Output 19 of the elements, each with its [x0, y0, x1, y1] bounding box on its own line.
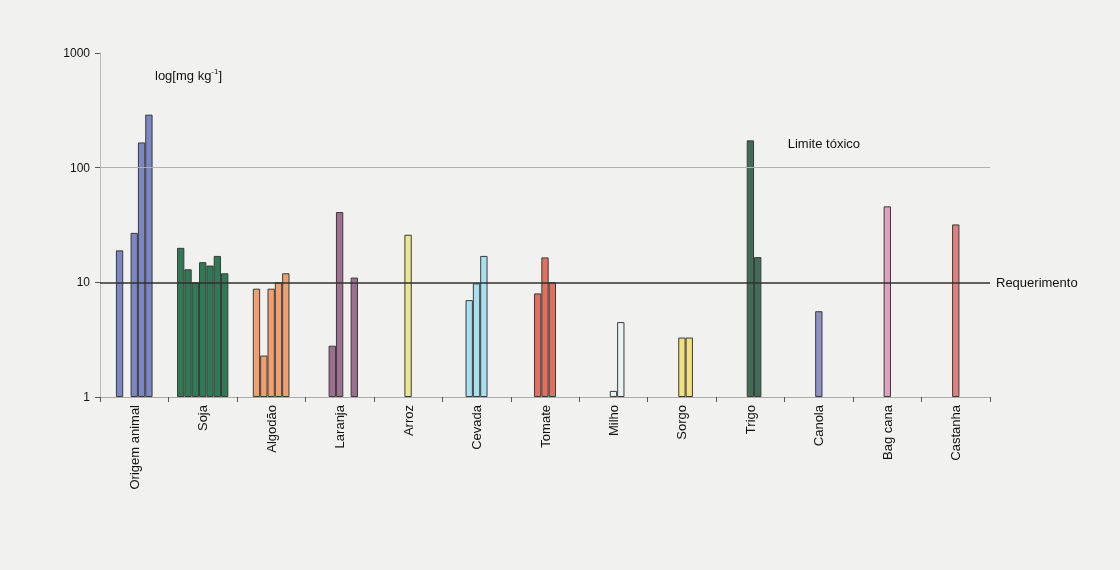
x-tick-label: Soja: [195, 404, 211, 432]
y-tick-label: 1: [83, 390, 91, 404]
x-tick-label: Sorgo: [674, 405, 690, 440]
y-tick-label: 100: [69, 160, 91, 175]
ref-line-label: Requerimento: [996, 274, 1078, 290]
x-tick-label: Castanha: [948, 404, 964, 461]
y-tick-label: 1000: [63, 46, 91, 60]
x-tick-label: Canola: [811, 404, 827, 447]
ref-line-label: Limite tóxico: [787, 135, 860, 151]
x-tick-label: Bag cana: [879, 404, 895, 460]
x-tick-label: Arroz: [400, 405, 416, 437]
x-tick-label: Origem animal: [126, 404, 142, 490]
x-tick-label: Trigo: [742, 405, 758, 435]
x-tick-label: Laranja: [332, 404, 348, 449]
x-tick-label: Cevada: [469, 404, 485, 450]
x-tick-label: Algodão: [263, 405, 279, 453]
x-tick-label: Tomate: [537, 405, 553, 448]
x-tick-label: Milho: [605, 405, 621, 437]
y-tick-label: 10: [76, 275, 91, 290]
